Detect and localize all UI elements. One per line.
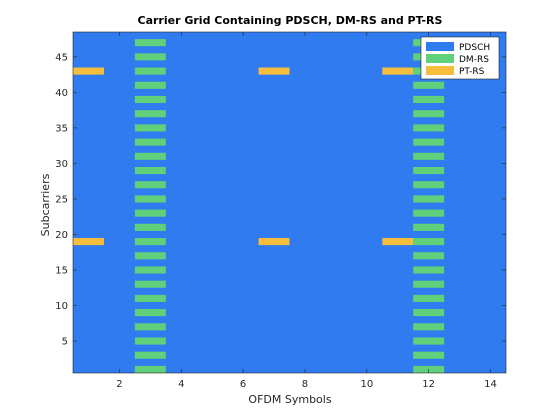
dmrs-cell [413, 294, 445, 302]
x-axis: 2 4 6 8 10 12 14 [116, 32, 497, 390]
dmrs-cell [413, 195, 445, 203]
dmrs-cell [134, 266, 166, 274]
dmrs-cell [134, 195, 166, 203]
dmrs-cell [413, 152, 445, 160]
dmrs-cell [134, 124, 166, 132]
dmrs-cell [413, 95, 445, 104]
dmrs-cell [413, 337, 445, 345]
ptrs-cell [258, 238, 290, 246]
x-axis-label: OFDM Symbols [248, 393, 331, 406]
dmrs-cell [413, 223, 445, 231]
y-tick-label: 10 [55, 301, 68, 312]
dmrs-cell [413, 280, 445, 288]
dmrs-cell [413, 238, 445, 246]
y-tick-label: 5 [62, 337, 68, 348]
dmrs-cell [134, 138, 166, 146]
y-axis-label: Subcarriers [39, 173, 52, 236]
dmrs-cell [413, 209, 445, 217]
dmrs-cell [134, 337, 166, 345]
y-tick-label: 45 [55, 52, 68, 63]
legend: PDSCH DM-RS PT-RS [420, 36, 500, 80]
y-tick-label: 30 [55, 159, 68, 170]
dmrs-cell [413, 266, 445, 274]
dmrs-cell [134, 181, 166, 189]
ptrs-cell [73, 238, 104, 246]
dmrs-cell [134, 252, 166, 260]
x-tick-label: 4 [178, 379, 184, 390]
ptrs-cell [258, 67, 290, 75]
dmrs-cell [413, 351, 445, 359]
dmrs-cell [413, 252, 445, 260]
dmrs-cell [134, 209, 166, 217]
dmrs-cell [134, 95, 166, 104]
dmrs-cell [134, 110, 166, 118]
dmrs-cell [413, 181, 445, 189]
legend-swatch [426, 42, 454, 51]
dmrs-cell [413, 110, 445, 118]
y-tick-label: 40 [55, 88, 68, 99]
ptrs-cell [73, 67, 104, 75]
dmrs-cell [134, 323, 166, 331]
dmrs-cell [134, 365, 166, 373]
x-tick-label: 10 [360, 379, 373, 390]
dmrs-cell [134, 309, 166, 317]
dmrs-cell [134, 53, 166, 61]
dmrs-cell [134, 81, 166, 89]
dmrs-cell [134, 351, 166, 359]
y-axis: 5 10 15 20 25 30 35 40 45 [55, 52, 506, 348]
y-tick-label: 35 [55, 123, 68, 134]
dmrs-cell [413, 81, 445, 89]
dmrs-cell [134, 294, 166, 302]
dmrs-cell [413, 323, 445, 331]
y-tick-label: 25 [55, 194, 68, 205]
plot-frame [72, 31, 507, 374]
legend-swatch [426, 66, 454, 75]
legend-entry: DM-RS [459, 55, 489, 65]
dmrs-cell [413, 124, 445, 132]
dmrs-cell [134, 152, 166, 160]
ptrs-cell [382, 67, 414, 75]
plot-area [72, 31, 507, 374]
dmrs-cell [134, 39, 166, 47]
dmrs-cell [134, 166, 166, 175]
chart-title: Carrier Grid Containing PDSCH, DM-RS and… [138, 14, 443, 27]
x-tick-label: 8 [302, 379, 308, 390]
dmrs-cell [413, 309, 445, 317]
x-tick-label: 12 [422, 379, 435, 390]
y-tick-label: 20 [55, 230, 68, 241]
dmrs-cell [134, 238, 166, 246]
dmrs-cell [134, 223, 166, 231]
dmrs-cell [413, 138, 445, 146]
dmrs-cell [413, 166, 445, 175]
x-tick-label: 6 [240, 379, 246, 390]
legend-entry: PT-RS [459, 67, 485, 77]
x-tick-label: 14 [484, 379, 497, 390]
dmrs-cell [134, 67, 166, 75]
ptrs-cell [382, 238, 414, 246]
x-tick-label: 2 [116, 379, 122, 390]
legend-swatch [426, 54, 454, 63]
dmrs-cell [134, 280, 166, 288]
legend-entry: PDSCH [459, 43, 490, 53]
y-tick-label: 15 [55, 265, 68, 276]
